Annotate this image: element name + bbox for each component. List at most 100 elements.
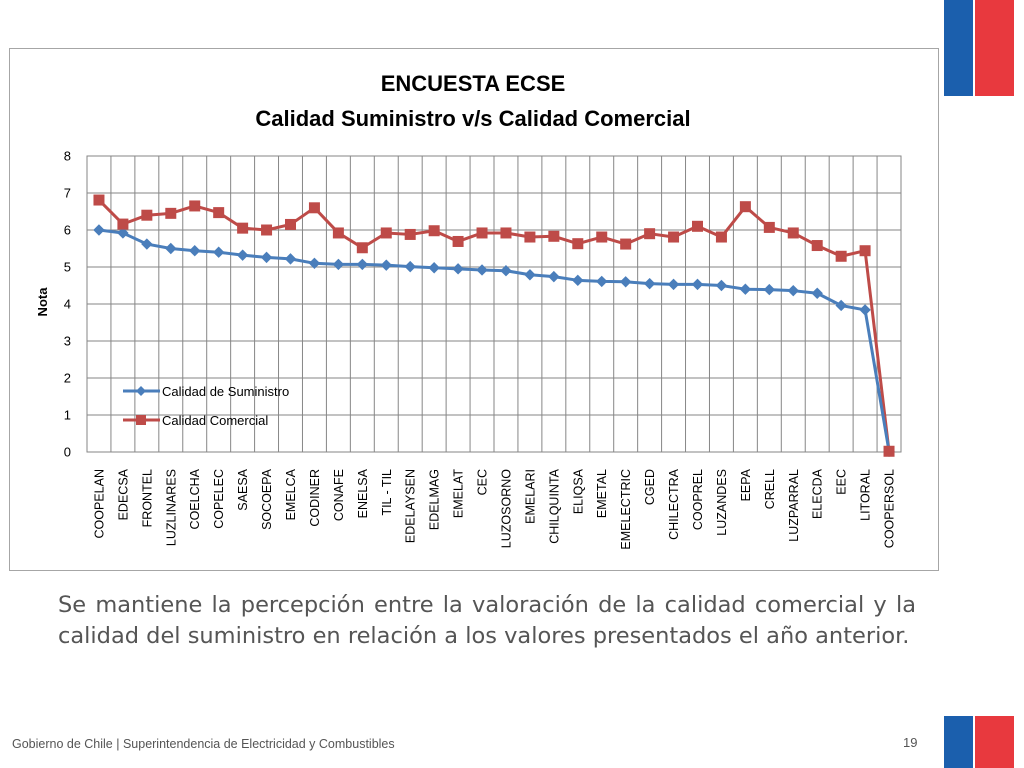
x-tick-label: CHILECTRA [667,468,681,540]
point-marker [691,278,704,291]
point-marker [787,227,799,239]
point-marker [237,222,249,234]
point-marker [189,245,201,257]
x-tick-label: EEC [835,469,849,495]
page-number: 19 [903,735,918,750]
x-tick-label: EMETAL [595,469,609,518]
y-tick-label: 6 [64,223,71,238]
y-tick-label: 0 [64,445,71,460]
point-marker [787,284,799,297]
point-marker [141,238,153,250]
point-marker [452,263,464,275]
point-marker [548,230,560,242]
point-marker [692,220,703,232]
x-tick-label: CRELL [763,469,777,509]
x-tick-label: COOPREL [691,469,705,530]
point-marker [260,251,273,264]
x-tick-label: CHILQUINTA [547,468,561,543]
point-marker [476,227,488,239]
x-tick-label: COOPELAN [92,469,106,538]
legend-marker [136,386,146,396]
y-tick-label: 3 [64,334,71,349]
point-marker [668,231,680,243]
x-tick-label: EMELCA [284,468,298,520]
point-marker [332,258,345,271]
point-marker [189,200,201,212]
point-marker [93,194,105,206]
x-tick-label: ELECDA [811,468,825,519]
point-marker [572,238,584,250]
x-tick-label: COPELEC [212,469,226,529]
point-marker [811,240,823,252]
y-tick-label: 2 [64,371,71,386]
x-tick-label: CEC [476,469,490,495]
point-marker [452,235,464,247]
point-marker [500,227,512,239]
chart-title: ENCUESTA ECSE [381,71,566,96]
legend-marker [136,415,146,425]
body-text: Se mantiene la percepción entre la valor… [58,592,916,649]
point-marker [356,258,369,271]
point-marker [596,231,608,243]
point-marker [117,218,129,230]
x-tick-label: EMELECTRIC [619,469,633,550]
point-marker [284,253,297,265]
point-marker [835,250,847,262]
y-tick-label: 4 [64,297,71,312]
x-tick-label: COELCHA [188,468,202,529]
point-marker [428,225,440,237]
x-tick-label: SOCOEPA [260,468,274,530]
point-marker [715,231,727,243]
series-line [98,228,891,452]
series-line [97,198,891,452]
point-marker [404,260,416,273]
point-marker [811,287,823,299]
x-tick-label: LUZPARRAL [787,469,801,542]
point-marker [404,228,416,240]
x-tick-label: LUZLINARES [164,469,178,546]
point-marker [261,224,273,236]
point-marker [883,445,895,457]
point-marker [428,262,440,274]
line-chart: ENCUESTA ECSE Calidad Suministro v/s Cal… [35,71,902,550]
x-tick-label: LITORAL [859,469,873,521]
x-tick-label: FRONTEL [140,469,154,527]
point-marker [93,224,105,236]
legend: Calidad de Suministro Calidad Comercial [123,384,289,428]
chart-container: ENCUESTA ECSE Calidad Suministro v/s Cal… [9,48,939,571]
point-marker [524,231,536,243]
point-marker [308,202,320,214]
x-tick-label: CODINER [308,469,322,527]
point-marker [859,245,871,257]
point-marker [596,275,608,288]
x-tick-label: EDELAYSEN [404,469,418,543]
legend-label: Calidad Comercial [162,413,268,428]
x-tick-label: ELIQSA [571,468,585,514]
point-marker [620,238,632,250]
point-marker [644,228,656,240]
point-marker [356,242,368,254]
point-marker [739,283,752,295]
point-marker [380,259,392,271]
point-marker [500,264,512,277]
point-marker [117,227,129,239]
x-tick-label: SAESA [236,468,250,510]
point-marker [572,274,584,287]
point-marker [524,269,536,281]
point-marker [739,201,751,213]
point-marker [763,221,775,233]
point-marker [165,207,177,219]
y-tick-label: 8 [64,149,71,164]
footer-text: Gobierno de Chile | Superintendencia de … [12,737,395,751]
point-marker [236,249,249,261]
point-marker [835,299,847,312]
x-tick-label: TIL - TIL [380,469,394,516]
point-marker [213,207,225,219]
point-marker [715,279,728,292]
point-marker [141,209,153,221]
point-marker [212,246,225,258]
x-tick-label: CONAFE [332,469,346,521]
y-axis-label: Nota [35,287,50,317]
point-marker [332,227,344,239]
x-tick-label: LUZANDES [715,469,729,536]
